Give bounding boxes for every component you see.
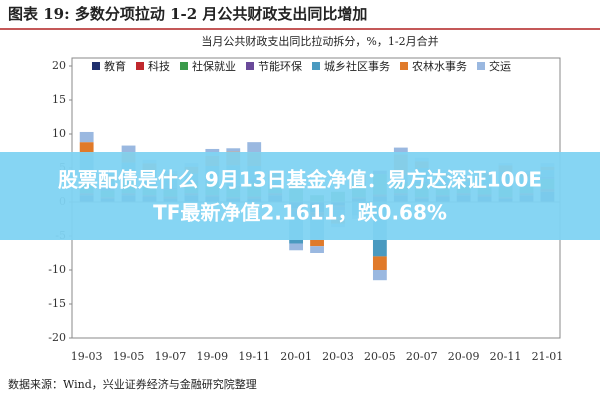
- bar-segment: [289, 243, 304, 251]
- legend-label: 城乡社区事务: [324, 59, 390, 73]
- banner-bg: [0, 152, 600, 240]
- x-tick-label: 20-05: [364, 350, 396, 363]
- bar-segment: [372, 270, 387, 281]
- x-tick-label: 21-01: [532, 350, 564, 363]
- legend-label: 社保就业: [192, 59, 236, 73]
- legend-label: 节能环保: [258, 59, 302, 73]
- x-tick-label: 19-03: [71, 350, 103, 363]
- x-tick-label: 20-01: [280, 350, 312, 363]
- x-tick-label: 20-03: [322, 350, 354, 363]
- bar-segment: [226, 148, 241, 152]
- legend-swatch: [312, 62, 320, 70]
- legend-swatch: [180, 62, 188, 70]
- bar-segment: [310, 246, 324, 253]
- x-tick-label: 19-11: [238, 350, 270, 363]
- legend-label: 科技: [148, 59, 170, 73]
- y-tick-label: -10: [48, 263, 66, 276]
- x-tick-label: 19-07: [155, 350, 187, 363]
- header: 图表 19: 多数分项拉动 1-2 月公共财政支出同比增加: [8, 5, 367, 23]
- bar-segment: [310, 239, 324, 247]
- chart-title: 当月公共财政支出同比拉动拆分，%，1-2月合并: [201, 34, 438, 48]
- legend-label: 交运: [489, 59, 511, 73]
- banner-text: 股票配债是什么 9月13日基金净值：易方达深证100E: [58, 168, 542, 192]
- banner-text: TF最新净值2.1611，跌0.68%: [153, 201, 447, 225]
- legend-swatch: [246, 62, 254, 70]
- x-tick-label: 20-11: [490, 350, 522, 363]
- legend-swatch: [477, 62, 485, 70]
- legend-swatch: [400, 62, 408, 70]
- bar-segment: [121, 145, 136, 153]
- legend-swatch: [136, 62, 144, 70]
- x-tick-label: 20-07: [406, 350, 438, 363]
- x-tick-label: 20-09: [448, 350, 480, 363]
- bar-segment: [372, 256, 387, 270]
- x-tick-label: 19-05: [113, 350, 145, 363]
- bar-segment: [393, 147, 408, 155]
- source-note: 数据来源：Wind，兴业证券经济与金融研究院整理: [8, 377, 257, 391]
- y-tick-label: 10: [52, 127, 66, 140]
- legend-swatch: [92, 62, 100, 70]
- y-tick-label: -15: [48, 297, 66, 310]
- bar-segment: [79, 131, 94, 143]
- y-tick-label: 15: [52, 93, 66, 106]
- bar-segment: [247, 142, 262, 153]
- legend-label: 教育: [104, 59, 126, 73]
- x-tick-label: 19-09: [196, 350, 228, 363]
- y-tick-label: -20: [48, 331, 66, 344]
- legend-label: 农林水事务: [412, 59, 467, 73]
- y-tick-label: 20: [52, 59, 66, 72]
